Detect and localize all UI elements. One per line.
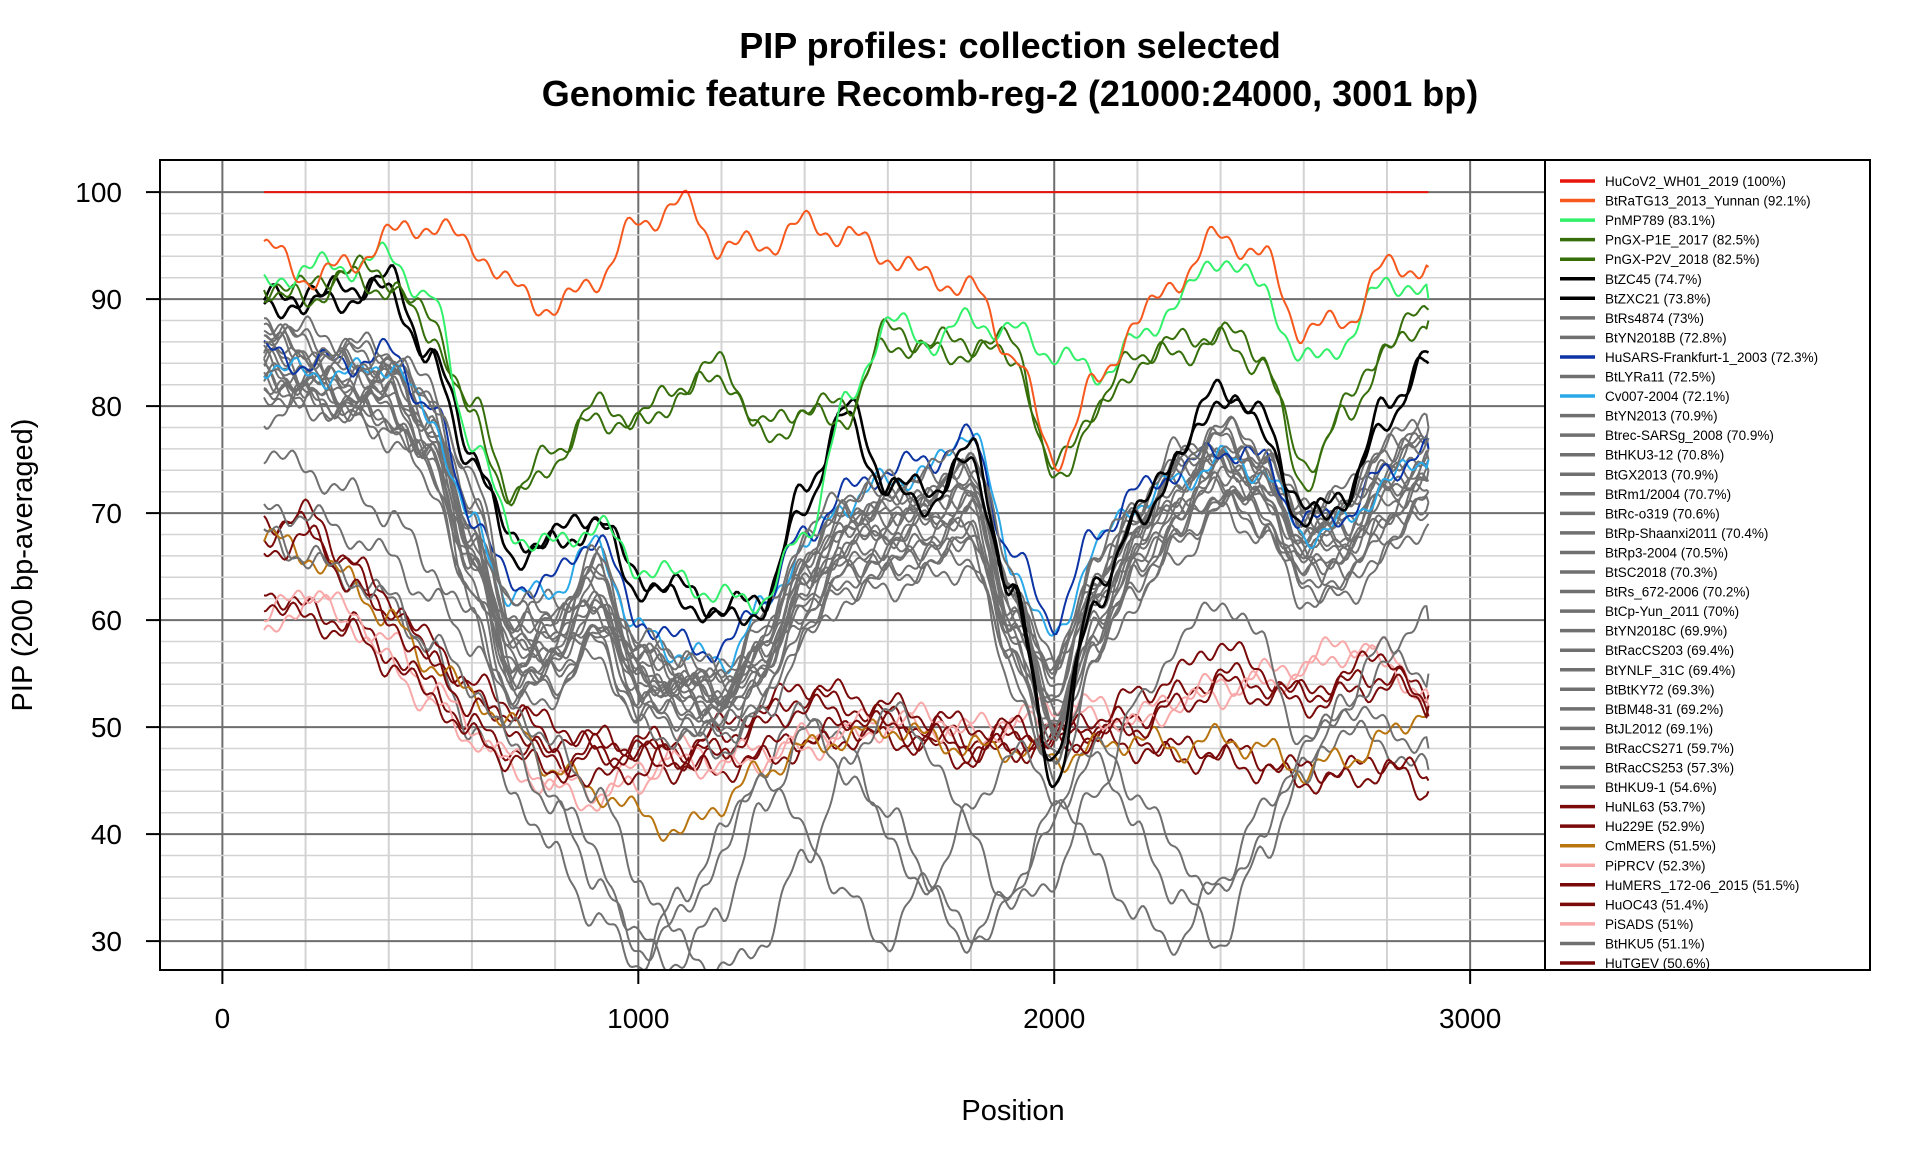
y-tick-label: 50	[91, 712, 122, 743]
series-line	[263, 276, 1430, 762]
legend-item: BtRc-o319 (70.6%)	[1605, 506, 1720, 521]
y-tick-label: 60	[91, 605, 122, 636]
legend-item: PnGX-P2V_2018 (82.5%)	[1605, 252, 1760, 267]
series-line	[263, 601, 1430, 784]
series-line	[263, 503, 1430, 970]
legend-item: BtHKU9-1 (54.6%)	[1605, 780, 1717, 795]
series-line	[263, 254, 1430, 507]
legend-item: PnMP789 (83.1%)	[1605, 213, 1715, 228]
legend-item: PiPRCV (52.3%)	[1605, 858, 1706, 873]
legend-item: BtSC2018 (70.3%)	[1605, 565, 1718, 580]
y-tick-label: 90	[91, 284, 122, 315]
legend-item: BtRm1/2004 (70.7%)	[1605, 487, 1731, 502]
legend-item: BtCp-Yun_2011 (70%)	[1605, 604, 1739, 619]
legend-item: BtYN2018B (72.8%)	[1605, 330, 1727, 345]
x-tick-label: 3000	[1439, 1003, 1501, 1034]
legend-item: BtHKU3-12 (70.8%)	[1605, 448, 1724, 463]
legend-item: HuNL63 (53.7%)	[1605, 800, 1706, 815]
series-line	[263, 241, 1430, 615]
legend-item: PiSADS (51%)	[1605, 917, 1694, 932]
legend-item: BtRaTG13_2013_Yunnan (92.1%)	[1605, 194, 1811, 209]
y-axis-label: PIP (200 bp-averaged)	[7, 419, 39, 712]
legend-item: BtGX2013 (70.9%)	[1605, 467, 1718, 482]
legend-item: PnGX-P1E_2017 (82.5%)	[1605, 233, 1760, 248]
series-line	[263, 589, 1430, 805]
series-line	[263, 593, 1430, 812]
legend-item: Cv007-2004 (72.1%)	[1605, 389, 1730, 404]
legend-item: BtRs4874 (73%)	[1605, 311, 1704, 326]
series-lines	[262, 189, 1430, 970]
legend-item: BtHKU5 (51.1%)	[1605, 936, 1705, 951]
legend-item: HuTGEV (50.6%)	[1605, 956, 1710, 971]
y-tick-label: 40	[91, 819, 122, 850]
y-tick-label: 70	[91, 498, 122, 529]
series-line	[263, 364, 1430, 728]
series-line	[263, 331, 1430, 742]
chart-subtitle: Genomic feature Recomb-reg-2 (21000:2400…	[542, 73, 1478, 114]
series-line	[263, 525, 1430, 962]
series-line	[263, 524, 1430, 788]
series-line	[263, 331, 1430, 699]
x-axis-label: Position	[961, 1095, 1064, 1127]
legend: HuCoV2_WH01_2019 (100%) BtRaTG13_2013_Yun…	[1560, 174, 1818, 971]
legend-item: BtYN2018C (69.9%)	[1605, 624, 1727, 639]
legend-item: BtRp3-2004 (70.5%)	[1605, 545, 1728, 560]
legend-item: HuMERS_172-06_2015 (51.5%)	[1605, 878, 1799, 893]
chart-title: PIP profiles: collection selected	[739, 25, 1281, 66]
x-tick-label: 0	[215, 1003, 231, 1034]
series-line	[263, 337, 1430, 664]
series-line	[263, 346, 1430, 710]
series-line	[263, 356, 1430, 675]
series-line	[263, 322, 1430, 679]
legend-item: BtBtKY72 (69.3%)	[1605, 682, 1715, 697]
legend-item: BtZXC21 (73.8%)	[1605, 291, 1711, 306]
legend-item: BtLYRa11 (72.5%)	[1605, 370, 1716, 385]
legend-item: Btrec-SARSg_2008 (70.9%)	[1605, 428, 1774, 443]
series-line	[263, 449, 1430, 970]
y-tick-label: 30	[91, 926, 122, 957]
legend-item: HuSARS-Frankfurt-1_2003 (72.3%)	[1605, 350, 1818, 365]
y-tick-label: 80	[91, 391, 122, 422]
axes: 0 1000 2000 3000 30 40 50 60 70 80 90 100	[75, 177, 1501, 1034]
legend-item: BtRacCS253 (57.3%)	[1605, 761, 1734, 776]
legend-item: BtRacCS203 (69.4%)	[1605, 643, 1734, 658]
series-line	[263, 189, 1430, 473]
legend-box	[1544, 159, 1871, 971]
legend-item: BtYN2013 (70.9%)	[1605, 409, 1718, 424]
x-tick-label: 2000	[1023, 1003, 1085, 1034]
legend-item: BtRs_672-2006 (70.2%)	[1605, 585, 1750, 600]
legend-item: BtBM48-31 (69.2%)	[1605, 702, 1724, 717]
legend-item: Hu229E (52.9%)	[1605, 819, 1705, 834]
series-line	[263, 528, 1430, 970]
legend-item: BtYNLF_31C (69.4%)	[1605, 663, 1736, 678]
series-line	[263, 592, 1430, 774]
series-line	[263, 360, 1430, 707]
legend-item: BtRacCS271 (59.7%)	[1605, 741, 1734, 756]
legend-item: BtRp-Shaanxi2011 (70.4%)	[1605, 526, 1768, 541]
x-tick-label: 1000	[607, 1003, 669, 1034]
series-line	[263, 528, 1430, 842]
legend-item: HuOC43 (51.4%)	[1605, 897, 1709, 912]
legend-item: BtJL2012 (69.1%)	[1605, 721, 1713, 736]
legend-item: HuCoV2_WH01_2019 (100%)	[1605, 174, 1786, 189]
legend-item: BtZC45 (74.7%)	[1605, 272, 1702, 287]
legend-item: CmMERS (51.5%)	[1605, 839, 1716, 854]
series-line	[263, 265, 1430, 505]
y-tick-label: 100	[75, 177, 122, 208]
